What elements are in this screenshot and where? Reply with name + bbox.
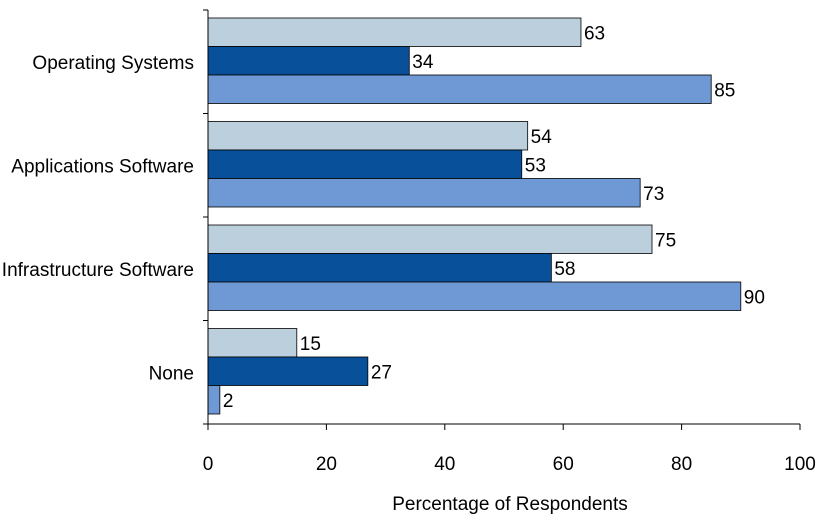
bar — [207, 253, 552, 283]
x-tick-label: 60 — [553, 454, 574, 475]
bar — [207, 178, 641, 208]
data-label: 15 — [300, 334, 321, 355]
bar — [207, 356, 369, 386]
x-axis-title: Percentage of Respondents — [392, 494, 628, 515]
data-label: 53 — [525, 155, 546, 176]
bar — [207, 17, 582, 47]
bar — [207, 281, 742, 311]
data-label: 34 — [412, 52, 434, 73]
bars-group — [207, 17, 742, 415]
x-tick-label: 100 — [784, 454, 816, 475]
data-label: 27 — [371, 362, 392, 383]
bar — [207, 149, 523, 179]
category-label: Applications Software — [11, 156, 194, 177]
x-tick-label: 0 — [203, 454, 214, 475]
ticks-group — [203, 9, 801, 430]
data-label: 58 — [554, 259, 575, 280]
x-tick-label: 20 — [316, 454, 337, 475]
category-label: Operating Systems — [32, 53, 194, 74]
bar — [207, 121, 529, 151]
category-label: None — [149, 363, 194, 384]
data-label: 85 — [714, 80, 735, 101]
data-label: 63 — [584, 23, 605, 44]
bar — [207, 224, 653, 254]
data-label: 54 — [531, 127, 553, 148]
data-label: 90 — [744, 287, 765, 308]
labels-group: 63 34 85 Operating Systems 54 53 73 Application… — [2, 23, 816, 475]
bar — [207, 385, 221, 415]
data-label: 73 — [643, 184, 664, 205]
bar — [207, 74, 712, 104]
data-label: 75 — [655, 230, 676, 251]
data-label: 2 — [223, 391, 234, 412]
x-tick-label: 40 — [434, 454, 455, 475]
x-tick-label: 80 — [671, 454, 692, 475]
bar — [207, 46, 410, 76]
bar — [207, 328, 298, 358]
category-label: Infrastructure Software — [2, 260, 194, 281]
